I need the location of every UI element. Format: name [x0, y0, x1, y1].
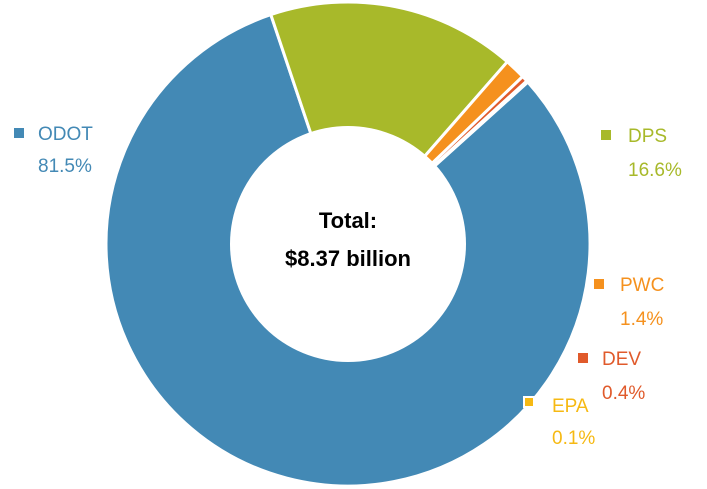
- slice-percent-dps: 16.6%: [628, 160, 682, 181]
- slice-percent-pwc: 1.4%: [620, 309, 663, 330]
- donut-hole: [230, 126, 466, 362]
- slice-percent-odot: 81.5%: [38, 156, 92, 177]
- slice-labels: ODOT 81.5% DPS 16.6% PWC 1.4% DEV 0.4% EPA 0.1%: [14, 124, 682, 449]
- slice-name-pwc: PWC: [620, 275, 664, 296]
- slice-name-epa: EPA: [552, 396, 589, 417]
- slice-name-dps: DPS: [628, 126, 667, 147]
- slice-percent-epa: 0.1%: [552, 428, 595, 449]
- center-label-line-2: $8.37 billion: [285, 246, 411, 271]
- slice-name-dev: DEV: [602, 349, 641, 370]
- slice-name-odot: ODOT: [38, 124, 93, 145]
- slice-percent-dev: 0.4%: [602, 383, 645, 404]
- legend-marker-epa: [523, 396, 535, 408]
- legend-marker-dps: [601, 130, 611, 140]
- legend-marker-pwc: [594, 279, 604, 289]
- legend-marker-odot: [14, 128, 24, 138]
- legend-marker-dev: [578, 353, 588, 363]
- center-label-line-1: Total:: [319, 208, 377, 233]
